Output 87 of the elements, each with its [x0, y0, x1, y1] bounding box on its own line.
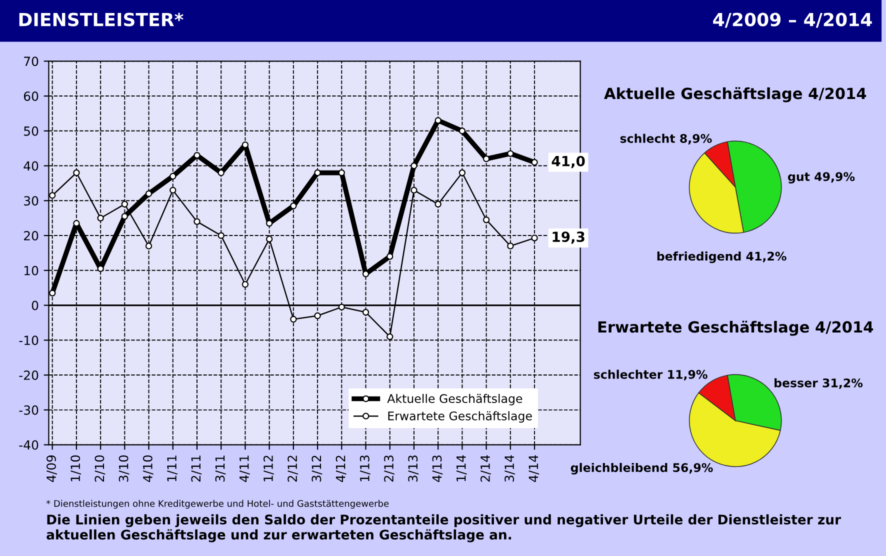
x-tick-label: 4/10 — [142, 455, 154, 482]
slice-label: schlechter 11,9% — [594, 370, 708, 380]
x-tick-label: 4/13 — [432, 456, 443, 482]
point — [410, 162, 418, 170]
x-tick-label: 1/12 — [264, 456, 274, 482]
x-tick-label: 3/14 — [504, 455, 516, 482]
x-tick-label: 3/10 — [118, 455, 130, 482]
point — [97, 214, 104, 222]
point — [338, 169, 345, 176]
x-tick-label: 4/11 — [240, 456, 250, 482]
x-tick-label: 1/10 — [70, 455, 82, 482]
x-tick-label: 2/13 — [384, 456, 394, 482]
y-tick-label: -20 — [19, 370, 38, 380]
x-tick-label: 3/13 — [408, 456, 419, 482]
slice-label: befriedigend 41,2% — [657, 252, 786, 264]
point — [194, 218, 200, 225]
data-label: 19,3 — [552, 232, 584, 244]
point — [170, 186, 176, 194]
point — [531, 158, 538, 166]
point — [121, 200, 128, 208]
point — [145, 242, 152, 250]
x-tick-label: 3/12 — [312, 456, 322, 482]
data-label: 41,0 — [552, 156, 585, 168]
point — [145, 190, 152, 198]
point — [290, 316, 297, 323]
y-tick-label: -40 — [19, 440, 38, 450]
point — [290, 202, 297, 210]
text: Die Linien geben jeweils den Saldo der Prozentanteile positiver und negativer Urteile der Dienstleister zur aktuellen Geschäftslage und zur erwarteten Geschäftslage an. — [46, 514, 842, 542]
point — [458, 128, 466, 134]
y-tick-label: 50 — [24, 126, 38, 136]
text: * Dienstleistungen ohne Kreditgewerbe und Hotel- und Gaststättengewerbe — [46, 500, 389, 509]
point — [482, 216, 490, 224]
text: 4/2009 – 4/2014 — [713, 12, 872, 28]
x-tick-label: 1/13 — [360, 456, 370, 482]
y-tick-label: 60 — [24, 92, 38, 101]
x-tick-label: 2/10 — [94, 455, 106, 482]
x-tick-label: 2/14 — [480, 455, 491, 482]
chart-title: Aktuelle Geschäftslage 4/2014 — [604, 87, 866, 102]
point — [410, 186, 418, 194]
slice-label: besser 31,2% — [774, 378, 863, 389]
slice-label: gleichbleibend 56,9% — [570, 462, 713, 474]
y-tick-label: 20 — [24, 231, 38, 240]
y-tick-label: -30 — [19, 405, 38, 415]
point — [242, 142, 249, 148]
point — [458, 169, 466, 176]
slice-label: schlecht 8,9% — [620, 134, 712, 144]
point — [218, 232, 224, 239]
slice-label: gut 49,9% — [788, 172, 855, 184]
point — [507, 150, 514, 157]
point — [362, 270, 370, 278]
x-tick-label: 2/11 — [191, 456, 202, 482]
legend-label: Erwartete Geschäftslage — [388, 411, 532, 423]
point — [266, 220, 273, 227]
point — [314, 169, 321, 176]
point — [338, 304, 345, 310]
y-tick-label: 40 — [24, 161, 38, 171]
point — [482, 155, 490, 162]
x-tick-label: 1/11 — [167, 456, 178, 482]
point — [531, 234, 538, 242]
point — [434, 117, 442, 124]
x-tick-label: 4/14 — [528, 455, 540, 482]
point — [386, 253, 394, 260]
chart-title: Erwartete Geschäftslage 4/2014 — [598, 320, 874, 336]
point — [362, 308, 370, 316]
y-tick-label: 70 — [24, 56, 38, 66]
point — [73, 169, 80, 176]
chart-title: DIENSTLEISTER* — [19, 12, 184, 26]
y-tick-label: 0 — [32, 300, 38, 310]
point — [121, 213, 128, 220]
point — [242, 281, 249, 288]
point — [386, 333, 394, 340]
x-tick-label: 4/09 — [46, 455, 57, 482]
point — [49, 290, 56, 296]
point — [266, 236, 273, 242]
x-tick-label: 3/11 — [215, 456, 226, 482]
y-tick-label: 10 — [24, 266, 38, 276]
point — [49, 192, 56, 199]
legend-label: Aktuelle Geschäftslage — [387, 394, 522, 406]
point — [434, 200, 442, 208]
point — [314, 312, 321, 320]
x-tick-label: 4/12 — [336, 456, 346, 482]
y-tick-label: -10 — [19, 336, 38, 346]
y-tick-label: 30 — [24, 196, 38, 206]
point — [170, 172, 176, 180]
x-tick-label: 2/12 — [288, 456, 298, 482]
point — [507, 242, 514, 250]
x-tick-label: 1/14 — [456, 455, 467, 482]
